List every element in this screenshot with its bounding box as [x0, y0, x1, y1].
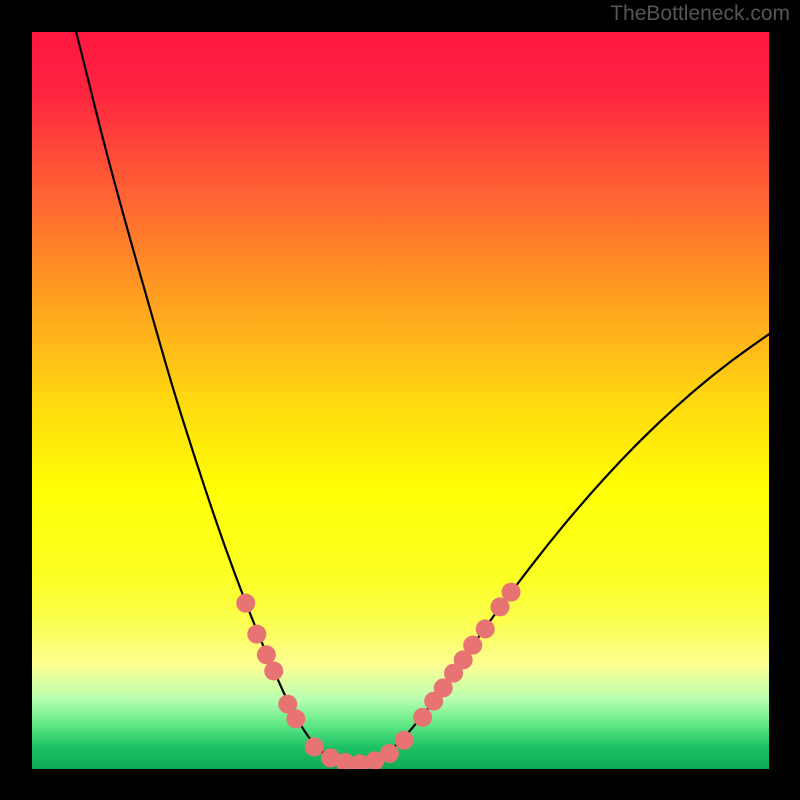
data-marker [502, 583, 521, 602]
data-marker [305, 737, 324, 756]
chart-svg [32, 32, 769, 769]
chart-frame: TheBottleneck.com [0, 0, 800, 800]
data-marker [236, 594, 255, 613]
data-marker [395, 731, 414, 750]
data-marker [247, 625, 266, 644]
data-marker [286, 709, 305, 728]
data-marker [380, 744, 399, 763]
data-marker [476, 619, 495, 638]
bottleneck-curve [76, 32, 769, 764]
data-marker [463, 636, 482, 655]
watermark-text: TheBottleneck.com [610, 2, 790, 26]
data-marker [264, 661, 283, 680]
data-marker [257, 645, 276, 664]
data-marker [413, 708, 432, 727]
plot-area [32, 32, 769, 769]
marker-group [236, 583, 520, 769]
